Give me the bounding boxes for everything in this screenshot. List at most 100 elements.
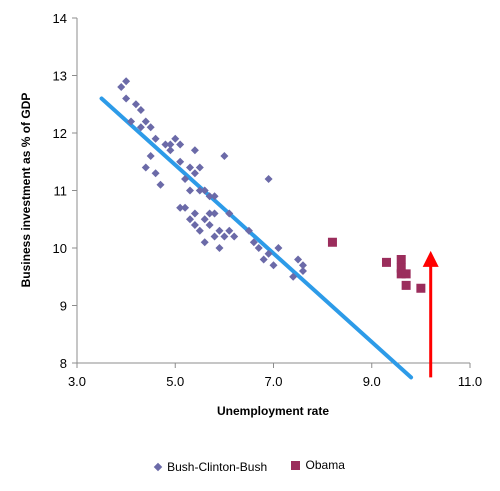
data-point-diamond bbox=[176, 157, 185, 166]
data-point-square bbox=[401, 269, 411, 279]
data-point-diamond bbox=[195, 186, 204, 195]
data-point-diamond bbox=[205, 209, 214, 218]
y-tick-label: 8 bbox=[60, 356, 67, 371]
data-point-square bbox=[327, 237, 337, 247]
legend-label: Obama bbox=[305, 458, 345, 472]
data-point-diamond bbox=[151, 134, 160, 143]
legend-square-icon bbox=[290, 460, 300, 470]
arrow-head-icon bbox=[422, 250, 439, 267]
data-point-diamond bbox=[254, 244, 263, 252]
data-point-diamond bbox=[185, 163, 194, 172]
data-point-square bbox=[416, 283, 426, 293]
data-point-diamond bbox=[141, 163, 150, 172]
data-point-diamond bbox=[205, 192, 214, 201]
data-point-diamond bbox=[210, 192, 219, 201]
data-point-diamond bbox=[220, 232, 229, 241]
data-point-diamond bbox=[269, 261, 278, 270]
y-tick-label: 10 bbox=[53, 241, 67, 256]
x-tick-label: 5.0 bbox=[166, 374, 184, 389]
data-point-diamond bbox=[298, 261, 307, 270]
data-point-diamond bbox=[176, 203, 185, 212]
data-point-square bbox=[396, 269, 406, 279]
x-tick-label: 9.0 bbox=[363, 374, 381, 389]
data-point-diamond bbox=[141, 117, 150, 126]
data-point-diamond bbox=[200, 215, 209, 224]
data-point-diamond bbox=[176, 140, 185, 149]
data-point-diamond bbox=[200, 186, 209, 195]
y-tick-label: 12 bbox=[53, 126, 67, 141]
y-tick-label: 11 bbox=[54, 184, 68, 199]
data-point-diamond bbox=[127, 117, 136, 126]
x-tick-label: 7.0 bbox=[264, 374, 282, 389]
legend: Bush-Clinton-Bush Obama bbox=[0, 458, 500, 474]
data-point-diamond bbox=[190, 146, 199, 155]
x-tick-label: 3.0 bbox=[68, 374, 86, 389]
data-point-diamond bbox=[294, 255, 303, 264]
y-tick-label: 14 bbox=[53, 11, 67, 26]
data-point-diamond bbox=[195, 163, 204, 172]
data-point-diamond bbox=[225, 226, 234, 235]
data-point-diamond bbox=[215, 226, 224, 235]
data-point-diamond bbox=[171, 134, 180, 143]
series-1 bbox=[327, 237, 426, 293]
y-axis: 8 9 10 11 12 13 14 bbox=[53, 11, 78, 371]
trendline-group bbox=[99, 96, 414, 380]
data-point-diamond bbox=[151, 169, 160, 178]
data-point-diamond bbox=[122, 94, 131, 103]
data-point-diamond bbox=[122, 77, 131, 86]
annotation-arrow-group bbox=[422, 250, 439, 378]
data-point-diamond bbox=[210, 209, 219, 218]
plot-area bbox=[77, 18, 470, 363]
y-tick-label: 9 bbox=[60, 299, 67, 314]
data-point-square bbox=[381, 257, 391, 267]
data-point-diamond bbox=[298, 267, 307, 275]
legend-item-bush-clinton-bush: Bush-Clinton-Bush bbox=[153, 459, 268, 474]
x-tick-label: 11.0 bbox=[458, 374, 482, 389]
data-point-diamond bbox=[289, 272, 298, 281]
series-0 bbox=[117, 77, 307, 281]
data-point-square bbox=[396, 263, 406, 273]
data-point-diamond bbox=[181, 175, 190, 183]
data-point-diamond bbox=[161, 140, 170, 149]
data-point-diamond bbox=[274, 244, 283, 252]
data-point-diamond bbox=[131, 100, 140, 109]
data-point-diamond bbox=[185, 186, 194, 195]
data-point-diamond bbox=[264, 249, 273, 258]
data-point-diamond bbox=[225, 209, 234, 218]
data-point-diamond bbox=[136, 106, 145, 114]
data-point-diamond bbox=[185, 215, 194, 224]
x-axis-title: Unemployment rate bbox=[217, 404, 329, 418]
data-point-diamond bbox=[249, 238, 258, 247]
data-point-diamond bbox=[264, 175, 273, 183]
legend-item-obama: Obama bbox=[290, 458, 345, 472]
data-point-diamond bbox=[190, 169, 199, 178]
data-point-diamond bbox=[146, 152, 155, 160]
data-point-diamond bbox=[181, 203, 190, 212]
data-point-diamond bbox=[136, 123, 145, 132]
legend-diamond-icon bbox=[153, 462, 163, 471]
x-axis: 3.0 5.0 7.0 9.0 11.0 bbox=[68, 362, 482, 389]
data-point-diamond bbox=[146, 123, 155, 132]
data-point-square bbox=[396, 255, 406, 264]
data-points bbox=[117, 77, 426, 293]
y-tick-label: 13 bbox=[53, 69, 67, 84]
plot-area-background bbox=[77, 18, 470, 363]
data-point-diamond bbox=[166, 146, 175, 155]
data-point-diamond bbox=[259, 255, 268, 264]
data-point-diamond bbox=[230, 232, 239, 241]
data-point-diamond bbox=[220, 152, 229, 160]
data-point-square bbox=[401, 280, 411, 290]
data-point-diamond bbox=[195, 226, 204, 235]
y-axis-title: Business investment as % of GDP bbox=[19, 93, 33, 288]
data-point-diamond bbox=[156, 180, 165, 189]
data-point-diamond bbox=[210, 232, 219, 241]
data-point-diamond bbox=[190, 221, 199, 229]
data-point-diamond bbox=[166, 140, 175, 149]
data-point-diamond bbox=[244, 226, 253, 235]
data-point-diamond bbox=[117, 83, 126, 91]
data-point-diamond bbox=[200, 238, 209, 247]
data-point-diamond bbox=[205, 221, 214, 229]
legend-label: Bush-Clinton-Bush bbox=[167, 459, 268, 474]
data-point-diamond bbox=[190, 209, 199, 218]
